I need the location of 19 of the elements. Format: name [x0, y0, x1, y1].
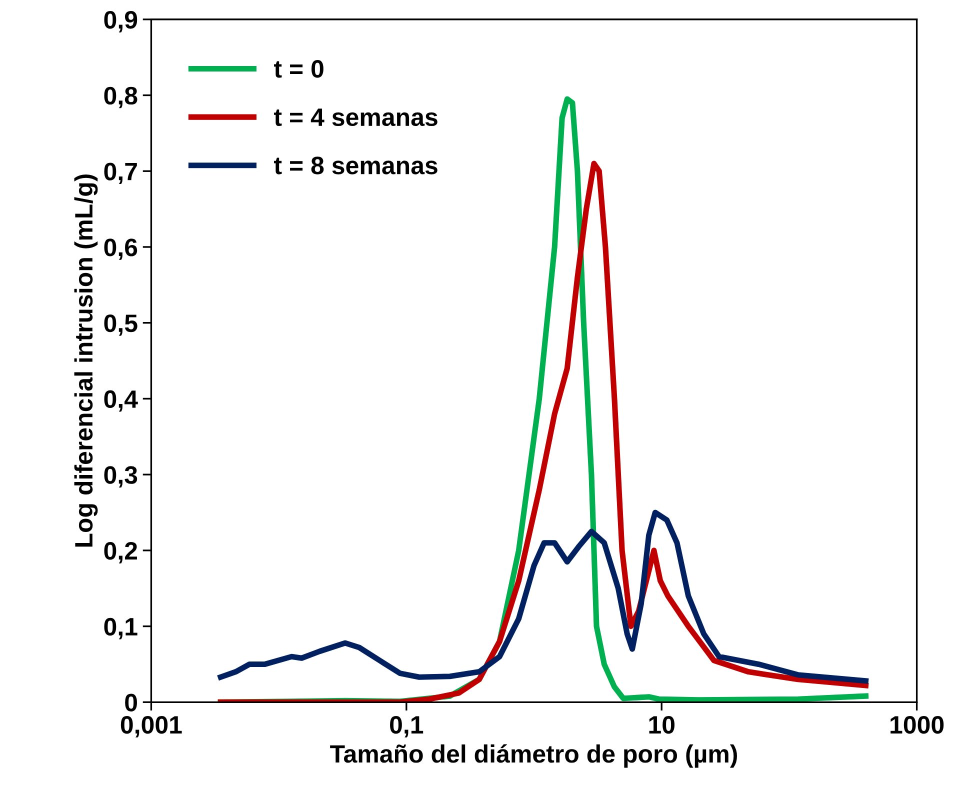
y-axis-title: Log diferencial intrusion (mL/g): [74, 174, 98, 547]
x-tick-label: 0,1: [390, 716, 424, 738]
y-tick-label: 0,6: [104, 238, 138, 260]
y-tick-label: 0,2: [104, 542, 138, 564]
x-tick-label: 0,001: [120, 716, 182, 738]
y-tick-label: 0,3: [104, 466, 138, 488]
legend-label: t = 4 semanas: [274, 108, 438, 126]
legend-label: t = 0: [274, 60, 324, 78]
x-axis-title: Tamaño del diámetro de poro (µm): [330, 744, 737, 768]
y-tick-label: 0,9: [104, 10, 138, 32]
y-tick-label: 0,5: [104, 314, 138, 336]
y-tick-label: 0: [125, 694, 137, 712]
legend-label: t = 8 semanas: [274, 156, 438, 174]
y-tick-label: 0,8: [104, 86, 138, 108]
y-tick-label: 0,1: [104, 618, 138, 640]
x-tick-label: 10: [649, 716, 674, 734]
y-tick-label: 0,4: [104, 390, 138, 412]
y-tick-label: 0,7: [104, 162, 137, 184]
x-tick-label: 1000: [890, 716, 944, 734]
